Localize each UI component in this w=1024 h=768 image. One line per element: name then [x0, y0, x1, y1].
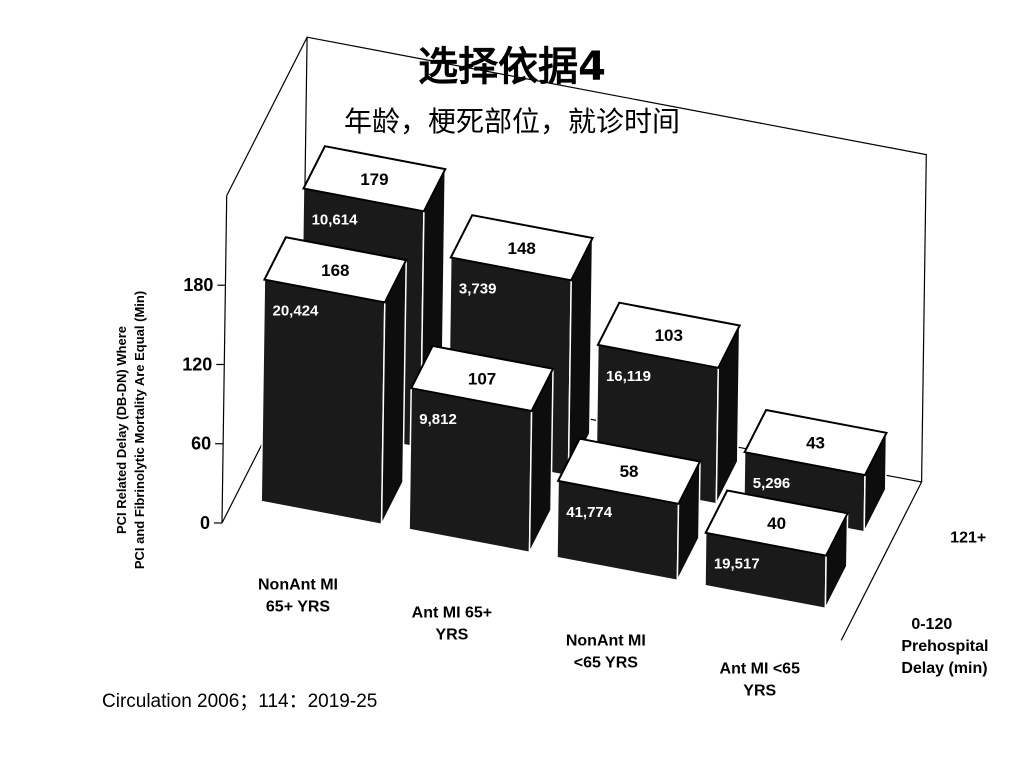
- bar-n-label: 20,424: [273, 303, 320, 320]
- bar-0-120-1: 107 9,812: [408, 344, 555, 554]
- bar-value-label: 43: [806, 434, 825, 453]
- bar-top-face: [302, 145, 447, 213]
- slide-title: 选择依据4: [418, 44, 606, 90]
- category-label: YRS: [743, 682, 776, 699]
- bar-value-label: 58: [620, 462, 639, 481]
- bar-n-label: 3,739: [459, 280, 497, 297]
- depth-label-121: 121+: [950, 529, 986, 546]
- depth-axis-title: Prehospital: [901, 638, 988, 655]
- citation: Circulation 2006；114：2019-25: [102, 691, 378, 712]
- bar-0-120-2: 58 41,774: [556, 437, 702, 582]
- bar-n-label: 10,614: [312, 211, 359, 228]
- bar-value-label: 40: [767, 514, 786, 533]
- slide-subtitle: 年龄，梗死部位，就诊时间: [343, 105, 680, 138]
- bar-0-120-3: 40 19,517: [704, 489, 850, 610]
- bar-top-face: [449, 214, 595, 282]
- bar-value-label: 179: [360, 170, 388, 189]
- chart-labels: 0 60 120 180 PCI Related Delay (DB-DN) Where…: [114, 275, 988, 699]
- bar-n-label: 9,812: [419, 411, 457, 428]
- bar-top-face: [743, 408, 888, 477]
- category-label: Ant MI 65+: [412, 604, 492, 621]
- bar-value-label: 148: [508, 239, 536, 258]
- y-axis-line: [221, 195, 228, 524]
- y-axis-title-line2: PCI and Fibrinolytic Mortality Are Equal…: [132, 291, 147, 569]
- category-label: YRS: [435, 626, 468, 643]
- category-label: Ant MI <65: [720, 660, 801, 677]
- bar-value-label: 168: [321, 261, 349, 280]
- bar-n-label: 5,296: [753, 475, 791, 492]
- bar-top-face: [556, 437, 702, 505]
- category-label: 65+ YRS: [266, 598, 331, 615]
- y-tick-label: 60: [191, 434, 211, 454]
- bar-n-label: 41,774: [566, 504, 613, 521]
- bar-top-face: [262, 236, 408, 304]
- left-wall-top: [226, 36, 308, 196]
- bar-top-face: [596, 301, 742, 369]
- bar-value-label: 103: [655, 326, 683, 345]
- y-tick-label: 120: [182, 354, 212, 374]
- chart-bars: 43 5,296 103 16,119 148 3,739 179 10,614 40 19,51…: [260, 145, 888, 610]
- bar-top-face: [409, 344, 555, 413]
- y-tick-label: 180: [183, 275, 213, 295]
- depth-label-0-120: 0-120: [911, 616, 952, 633]
- category-label: NonAnt MI: [258, 576, 338, 593]
- depth-axis-title: Delay (min): [901, 660, 987, 677]
- y-axis-title-line1: PCI Related Delay (DB-DN) Where: [114, 326, 129, 534]
- bar-top-face: [704, 489, 850, 557]
- bar-n-label: 16,119: [606, 368, 651, 385]
- category-label: <65 YRS: [574, 654, 639, 671]
- category-label: NonAnt MI: [566, 632, 646, 649]
- y-tick-label: 0: [200, 513, 210, 533]
- bar-n-label: 19,517: [714, 556, 760, 573]
- bar-value-label: 107: [468, 369, 496, 388]
- bar-0-120-0: 168 20,424: [260, 236, 408, 526]
